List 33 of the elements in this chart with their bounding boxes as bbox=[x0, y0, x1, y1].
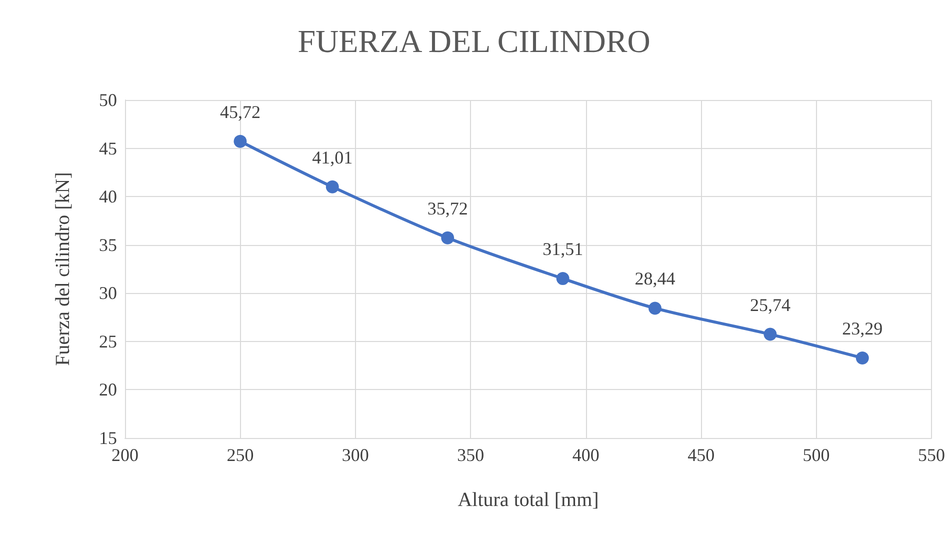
x-tick-label: 400 bbox=[572, 445, 600, 465]
point bbox=[648, 302, 662, 315]
y-tick-label: 50 bbox=[99, 90, 117, 110]
y-tick-label: 45 bbox=[99, 138, 117, 158]
data-label: 28,44 bbox=[634, 268, 676, 289]
chart-title: FUERZA DEL CILINDRO bbox=[298, 23, 650, 59]
data-label: 25,74 bbox=[750, 294, 790, 315]
y-tick-label: 20 bbox=[99, 380, 117, 400]
data-label: 41,01 bbox=[312, 147, 353, 168]
data-label: 35,72 bbox=[427, 198, 468, 218]
y-tick-label: 30 bbox=[99, 283, 117, 304]
data-label: 23,29 bbox=[842, 318, 883, 338]
point bbox=[856, 351, 869, 364]
data-label: 31,51 bbox=[542, 239, 584, 260]
x-tick-label: 250 bbox=[226, 445, 254, 465]
y-tick-label: 25 bbox=[99, 331, 117, 352]
y-tick-label: 15 bbox=[99, 428, 117, 448]
y-tick-label: 35 bbox=[99, 234, 117, 255]
x-axis-title: Altura total [mm] bbox=[458, 489, 599, 511]
point bbox=[326, 180, 339, 194]
point bbox=[556, 272, 570, 286]
point bbox=[234, 134, 247, 148]
x-tick-label: 200 bbox=[112, 445, 138, 465]
x-tick-label: 550 bbox=[918, 445, 945, 465]
data-label: 45,72 bbox=[220, 102, 260, 122]
point bbox=[764, 328, 777, 341]
y-axis-title: Fuerza del cilindro [kN] bbox=[52, 172, 74, 366]
x-tick-label: 450 bbox=[688, 445, 715, 465]
x-tick-label: 500 bbox=[802, 445, 830, 465]
x-tick-label: 350 bbox=[457, 445, 484, 465]
y-tick-label: 40 bbox=[99, 186, 117, 207]
point bbox=[441, 231, 454, 244]
x-tick-label: 300 bbox=[342, 445, 369, 465]
